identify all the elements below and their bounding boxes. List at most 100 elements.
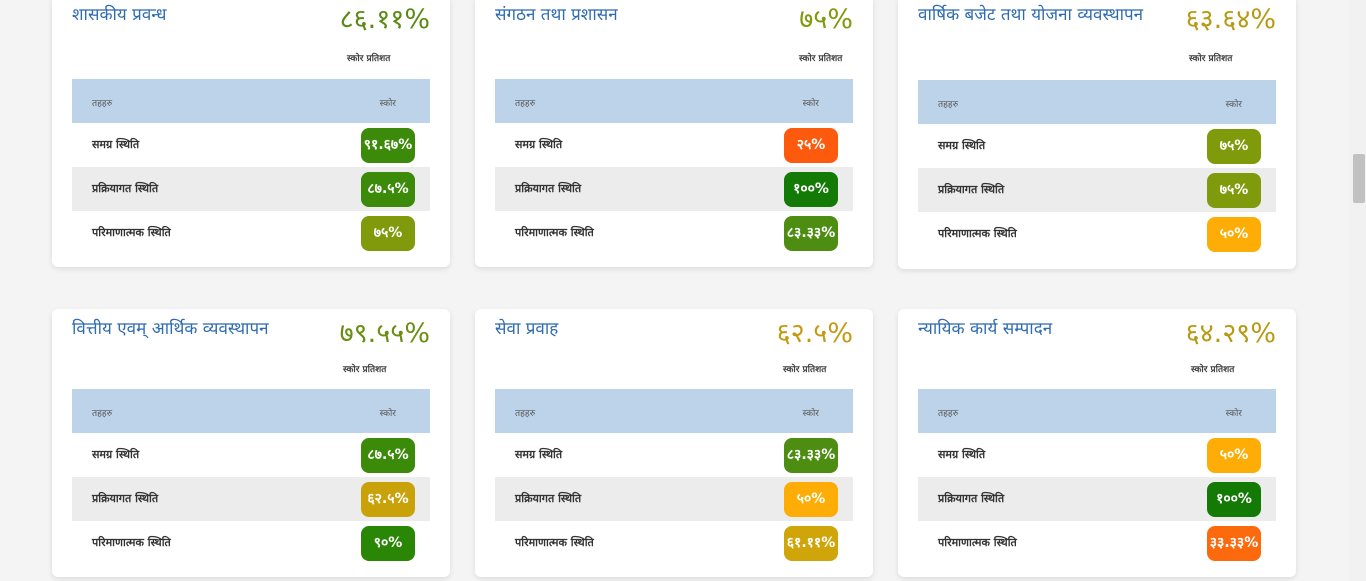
card-score: ८६.११%	[339, 4, 430, 35]
header-score: स्कोर	[802, 99, 819, 109]
row-label: परिमाणात्मक स्थिति	[938, 227, 1017, 240]
scrollbar-thumb[interactable]	[1353, 154, 1365, 203]
table-row: समग्र स्थिति ८७.५%	[72, 433, 430, 477]
table-row: परिमाणात्मक स्थिति ९०%	[72, 521, 430, 565]
header-score: स्कोर	[379, 409, 396, 419]
table-row: प्रक्रियागत स्थिति ५०%	[495, 477, 853, 521]
table-row: प्रक्रियागत स्थिति १००%	[918, 477, 1276, 521]
row-label: परिमाणात्मक स्थिति	[515, 536, 594, 549]
row-label: समग्र स्थिति	[515, 448, 563, 461]
table-row: प्रक्रियागत स्थिति ६२.५%	[72, 477, 430, 521]
table-header: तहहरु स्कोर	[918, 80, 1276, 124]
header-topic: तहहरु	[515, 99, 536, 109]
score-badge: ५०%	[784, 482, 838, 517]
card-score-label: स्कोर प्रतिशत	[799, 54, 843, 64]
score-table: तहहरु स्कोर समग्र स्थिति २५% प्रक्रियागत…	[495, 79, 853, 255]
page-scrollbar[interactable]	[1349, 0, 1366, 581]
score-badge: २५%	[784, 128, 838, 163]
score-badge: ७५%	[1207, 173, 1261, 208]
card-title: शासकीय प्रवन्ध	[72, 5, 167, 25]
score-badge: १००%	[784, 172, 838, 207]
row-label: प्रक्रियागत स्थिति	[515, 182, 582, 195]
row-label: परिमाणात्मक स्थिति	[515, 226, 594, 239]
table-row: समग्र स्थिति ८३.३३%	[495, 433, 853, 477]
row-label: प्रक्रियागत स्थिति	[515, 492, 582, 505]
score-table: तहहरु स्कोर समग्र स्थिति ९१.६७% प्रक्रिय…	[72, 79, 430, 255]
score-badge: ६१.११%	[784, 526, 838, 561]
card-score: ७५%	[799, 4, 853, 35]
score-badge: ३३.३३%	[1207, 526, 1261, 561]
table-row: परिमाणात्मक स्थिति ३३.३३%	[918, 521, 1276, 565]
table-header: तहहरु स्कोर	[495, 79, 853, 123]
header-score: स्कोर	[379, 99, 396, 109]
score-badge: ९१.६७%	[361, 128, 415, 163]
card-score: ६२.५%	[776, 318, 853, 349]
row-label: परिमाणात्मक स्थिति	[938, 536, 1017, 549]
score-badge: ५०%	[1207, 217, 1261, 252]
header-score: स्कोर	[802, 409, 819, 419]
score-table: तहहरु स्कोर समग्र स्थिति ७५% प्रक्रियागत…	[918, 80, 1276, 256]
card-score-label: स्कोर प्रतिशत	[347, 54, 391, 64]
score-table: तहहरु स्कोर समग्र स्थिति ८७.५% प्रक्रिया…	[72, 389, 430, 565]
row-label: परिमाणात्मक स्थिति	[92, 226, 171, 239]
card-title: वार्षिक बजेट तथा योजना व्यवस्थापन	[918, 5, 1144, 25]
table-row: परिमाणात्मक स्थिति ८३.३३%	[495, 211, 853, 255]
card-score: ६४.२९%	[1185, 318, 1276, 349]
score-badge: ७५%	[1207, 129, 1261, 164]
score-table: तहहरु स्कोर समग्र स्थिति ५०% प्रक्रियागत…	[918, 389, 1276, 565]
card-title: संगठन तथा प्रशासन	[495, 5, 618, 25]
table-header: तहहरु स्कोर	[72, 79, 430, 123]
card-score-label: स्कोर प्रतिशत	[1191, 365, 1235, 375]
score-card-financial: वित्तीय एवम् आर्थिक व्यवस्थापन ७९.५५% स्…	[52, 309, 450, 577]
row-label: प्रक्रियागत स्थिति	[938, 492, 1005, 505]
table-header: तहहरु स्कोर	[72, 389, 430, 433]
score-badge: १००%	[1207, 482, 1261, 517]
row-label: समग्र स्थिति	[92, 448, 140, 461]
table-row: समग्र स्थिति ५०%	[918, 433, 1276, 477]
header-topic: तहहरु	[938, 409, 959, 419]
score-badge: ८३.३३%	[784, 216, 838, 251]
score-card-judicial-work: न्यायिक कार्य सम्पादन ६४.२९% स्कोर प्रति…	[898, 309, 1296, 577]
score-badge: ७५%	[361, 216, 415, 251]
header-topic: तहहरु	[92, 99, 113, 109]
card-score-label: स्कोर प्रतिशत	[783, 365, 827, 375]
score-card-budget-planning: वार्षिक बजेट तथा योजना व्यवस्थापन ६३.६४%…	[898, 0, 1296, 269]
card-score-label: स्कोर प्रतिशत	[1189, 54, 1233, 64]
card-score: ७९.५५%	[339, 318, 430, 349]
header-topic: तहहरु	[515, 409, 536, 419]
score-card-organization: संगठन तथा प्रशासन ७५% स्कोर प्रतिशत तहहर…	[475, 0, 873, 267]
score-card-governance: शासकीय प्रवन्ध ८६.११% स्कोर प्रतिशत तहहर…	[52, 0, 450, 267]
header-score: स्कोर	[1225, 100, 1242, 110]
table-row: समग्र स्थिति ९१.६७%	[72, 123, 430, 167]
table-row: प्रक्रियागत स्थिति १००%	[495, 167, 853, 211]
card-title: सेवा प्रवाह	[495, 319, 559, 339]
table-row: परिमाणात्मक स्थिति ६१.११%	[495, 521, 853, 565]
table-row: प्रक्रियागत स्थिति ८७.५%	[72, 167, 430, 211]
table-row: प्रक्रियागत स्थिति ७५%	[918, 168, 1276, 212]
score-badge: ९०%	[361, 526, 415, 561]
header-topic: तहहरु	[938, 100, 959, 110]
table-row: परिमाणात्मक स्थिति ७५%	[72, 211, 430, 255]
score-badge: ८३.३३%	[784, 438, 838, 473]
card-title: न्यायिक कार्य सम्पादन	[918, 319, 1053, 339]
table-row: समग्र स्थिति ७५%	[918, 124, 1276, 168]
card-score-label: स्कोर प्रतिशत	[343, 365, 387, 375]
header-score: स्कोर	[1225, 409, 1242, 419]
header-topic: तहहरु	[92, 409, 113, 419]
score-badge: ६२.५%	[361, 482, 415, 517]
table-row: समग्र स्थिति २५%	[495, 123, 853, 167]
table-header: तहहरु स्कोर	[918, 389, 1276, 433]
score-badge: ५०%	[1207, 438, 1261, 473]
score-table: तहहरु स्कोर समग्र स्थिति ८३.३३% प्रक्रिय…	[495, 389, 853, 565]
row-label: प्रक्रियागत स्थिति	[938, 183, 1005, 196]
score-badge: ८७.५%	[361, 172, 415, 207]
row-label: समग्र स्थिति	[938, 448, 986, 461]
table-row: परिमाणात्मक स्थिति ५०%	[918, 212, 1276, 256]
card-title: वित्तीय एवम् आर्थिक व्यवस्थापन	[72, 319, 269, 339]
row-label: समग्र स्थिति	[92, 138, 140, 151]
card-score: ६३.६४%	[1185, 4, 1276, 35]
row-label: प्रक्रियागत स्थिति	[92, 182, 159, 195]
score-badge: ८७.५%	[361, 438, 415, 473]
row-label: परिमाणात्मक स्थिति	[92, 536, 171, 549]
